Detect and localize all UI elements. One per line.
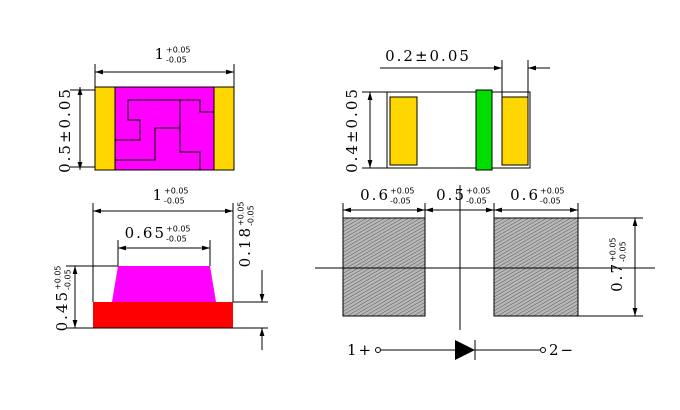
lower-tolerance: -0.05 <box>166 235 187 244</box>
lower-tolerance: -0.05 <box>466 197 487 206</box>
dimension: 0.65 +0.05-0.05 <box>125 224 191 244</box>
lower-tolerance: -0.05 <box>64 269 73 290</box>
lower-tolerance: -0.05 <box>247 205 256 226</box>
dimension: 0.6 +0.05-0.05 <box>360 186 414 206</box>
dimension-value: 0.4±0.05 <box>343 87 361 173</box>
dimension-value: 0.5±0.05 <box>56 87 74 173</box>
diode-symbol: 1+ 2− <box>347 340 575 360</box>
upper-tolerance: +0.05 <box>54 265 63 290</box>
dimension: 0.2±0.05 <box>385 47 471 65</box>
dimension-value: 0.18 <box>236 226 254 267</box>
upper-tolerance: +0.05 <box>390 187 415 196</box>
dimension: 0.7+0.05 -0.05 <box>608 237 628 291</box>
dimension: 1 +0.05-0.05 <box>152 186 188 206</box>
dimension: 0.45+0.05 -0.05 <box>53 265 73 331</box>
dimension-value: 0.2±0.05 <box>385 47 471 65</box>
dimension-value: 1 <box>152 186 164 204</box>
dimension: 1 +0.05-0.05 <box>154 45 190 65</box>
dimension-value: 0.6 <box>360 186 390 204</box>
dimension-value: 0.65 <box>125 224 166 242</box>
top-right-part <box>362 60 550 171</box>
pin-label: 1+ <box>347 341 373 359</box>
dimension-value: 0.5 <box>436 186 466 204</box>
top-left-part <box>70 64 235 171</box>
side-view <box>66 203 268 350</box>
dimension: 0.5 +0.05-0.05 <box>436 186 490 206</box>
lower-tolerance: -0.05 <box>164 197 185 206</box>
lower-tolerance: -0.05 <box>166 56 187 65</box>
dimension-value: 1 <box>154 45 166 63</box>
lower-tolerance: -0.05 <box>619 241 628 262</box>
upper-tolerance: +0.05 <box>540 187 565 196</box>
dimension-value: 0.6 <box>510 186 540 204</box>
upper-tolerance: +0.05 <box>166 225 191 234</box>
footprint <box>315 185 655 330</box>
dimension-value: 0.45 <box>53 290 71 331</box>
lower-tolerance: -0.05 <box>390 197 411 206</box>
upper-tolerance: +0.05 <box>466 187 491 196</box>
upper-tolerance: +0.05 <box>237 201 246 226</box>
upper-tolerance: +0.05 <box>164 187 189 196</box>
dimension-labels: 1 +0.05-0.050.5±0.051 +0.05-0.050.65 +0.05-… <box>53 45 628 331</box>
dimension: 0.6 +0.05-0.05 <box>510 186 564 206</box>
upper-tolerance: +0.05 <box>609 237 618 262</box>
dimension-value: 0.7 <box>608 262 626 292</box>
lower-tolerance: -0.05 <box>540 197 561 206</box>
dimension: 0.4±0.05 <box>343 87 361 173</box>
pin-label: 2− <box>549 341 575 359</box>
dimension: 0.5±0.05 <box>56 87 74 173</box>
dimension: 0.18+0.05 -0.05 <box>236 201 256 267</box>
upper-tolerance: +0.05 <box>166 46 191 55</box>
